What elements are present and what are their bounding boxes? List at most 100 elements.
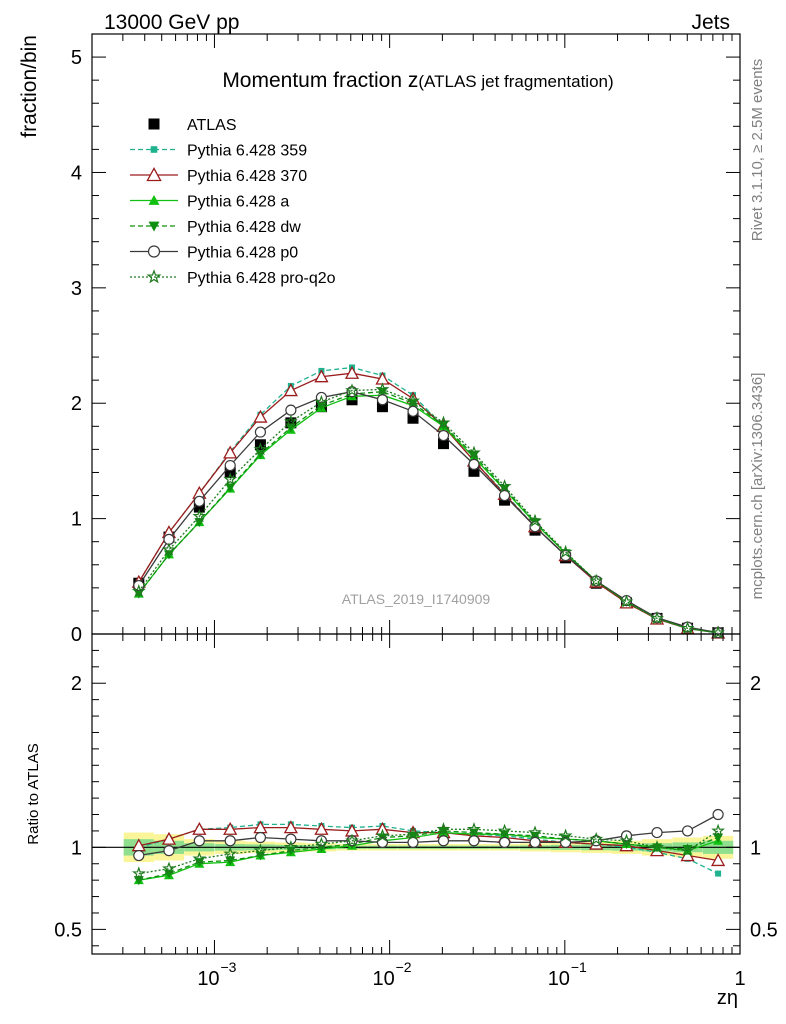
rivet-label: Rivet 3.1.10, ≥ 2.5M events: [749, 59, 766, 242]
legend-marker: [146, 269, 162, 284]
data-point: [681, 825, 694, 837]
legend-marker: [148, 118, 160, 130]
data-point: [162, 542, 176, 556]
data-point: [345, 833, 359, 847]
data-point: [225, 856, 236, 866]
legend-item: Pythia 6.428 370: [130, 167, 307, 185]
data-point: [712, 808, 724, 821]
series-line: [138, 391, 719, 634]
y-tick-label: 5: [71, 47, 82, 69]
legend-item: ATLAS: [148, 117, 237, 134]
data-point: [253, 843, 268, 857]
x-tick-label: 10: [548, 968, 570, 990]
data-point: [407, 412, 419, 424]
mcplots-label: mcplots.cern.ch [arXiv:1306.3436]: [749, 373, 766, 600]
legend-marker: [147, 245, 161, 258]
data-point: [314, 821, 329, 835]
ratio-series: [131, 808, 726, 886]
ratio-y-tick-label-right: 0.5: [750, 919, 778, 941]
data-point: [193, 501, 205, 513]
data-point: [559, 836, 572, 849]
ratio-ylabel: Ratio to ATLAS: [25, 743, 42, 844]
x-tick-label: 1: [734, 968, 745, 990]
data-point: [375, 382, 390, 396]
data-point: [589, 573, 604, 587]
data-point: [407, 836, 419, 849]
ratio-y-tick-label: 1: [71, 837, 82, 859]
data-point: [437, 429, 450, 442]
data-point: [468, 465, 480, 477]
data-point: [528, 513, 543, 527]
data-point: [223, 821, 238, 835]
data-point: [558, 828, 573, 842]
x-tick-label: 10: [373, 968, 395, 990]
data-point: [283, 414, 298, 428]
data-point: [497, 823, 512, 837]
data-point: [285, 417, 297, 429]
y-tick-label: 2: [71, 393, 82, 415]
main-title: Momentum fraction z(ATLAS jet fragmentat…: [222, 69, 613, 92]
data-point: [468, 835, 480, 847]
data-point: [680, 621, 695, 635]
data-point: [314, 836, 329, 850]
legend-item: Pythia 6.428 pro-q2o: [130, 269, 336, 287]
legend-label: Pythia 6.428 pro-q2o: [187, 270, 336, 287]
ratio-y-tick-label: 2: [71, 673, 82, 695]
data-point: [253, 409, 268, 423]
data-point: [437, 835, 450, 847]
data-point: [224, 835, 236, 847]
data-point: [376, 836, 389, 849]
data-point: [498, 836, 511, 849]
data-point: [558, 544, 573, 558]
data-point: [711, 625, 725, 639]
data-point: [466, 821, 481, 836]
main-ylabel: fraction/bin: [18, 35, 41, 138]
legend-item: Pythia 6.428 p0: [130, 245, 298, 262]
data-point: [193, 835, 205, 847]
watermark: ATLAS_2019_I1740909: [342, 591, 491, 607]
series-line: [138, 388, 719, 634]
data-point: [192, 821, 207, 835]
data-point: [529, 836, 541, 849]
main-title-suffix: (ATLAS jet fragmentation): [418, 72, 613, 91]
series-line: [138, 830, 719, 881]
data-point: [223, 846, 238, 860]
legend-marker: [148, 221, 160, 232]
data-point: [711, 823, 725, 837]
data-point: [528, 825, 542, 839]
data-point: [283, 820, 298, 834]
y-tick-label: 0: [71, 624, 82, 646]
data-point: [376, 401, 388, 413]
data-point: [224, 459, 236, 472]
legend-marker: [150, 146, 158, 153]
data-point: [498, 489, 511, 502]
series-line: [138, 828, 719, 875]
ratio-frame: [91, 633, 741, 955]
series-4: [133, 808, 724, 862]
data-point: [436, 821, 451, 836]
data-point: [589, 831, 604, 846]
header-left: 13000 GeV pp: [104, 11, 239, 34]
data-point: [283, 383, 298, 397]
data-point: [253, 442, 268, 456]
data-point: [192, 851, 207, 865]
data-point: [406, 826, 421, 841]
data-point: [376, 394, 389, 406]
data-point: [715, 870, 722, 877]
legend: ATLAS Pythia 6.428 359 Pythia 6.428 370 Pyt…: [130, 117, 336, 287]
legend-label: ATLAS: [187, 117, 237, 134]
data-point: [131, 866, 146, 880]
y-tick-label: 3: [71, 278, 82, 300]
x-tick-labels: 10−310−210−11: [197, 959, 745, 990]
x-tick-label: 10: [197, 968, 219, 990]
legend-label: Pythia 6.428 dw: [187, 219, 301, 236]
data-point: [438, 438, 450, 450]
main-title-text: Momentum fraction z: [222, 69, 418, 92]
data-point: [223, 472, 238, 486]
data-point: [466, 445, 481, 459]
data-point: [407, 405, 419, 417]
series-line: [138, 826, 719, 862]
data-point: [314, 369, 329, 383]
series-6: [131, 382, 725, 639]
data-point: [680, 843, 695, 857]
